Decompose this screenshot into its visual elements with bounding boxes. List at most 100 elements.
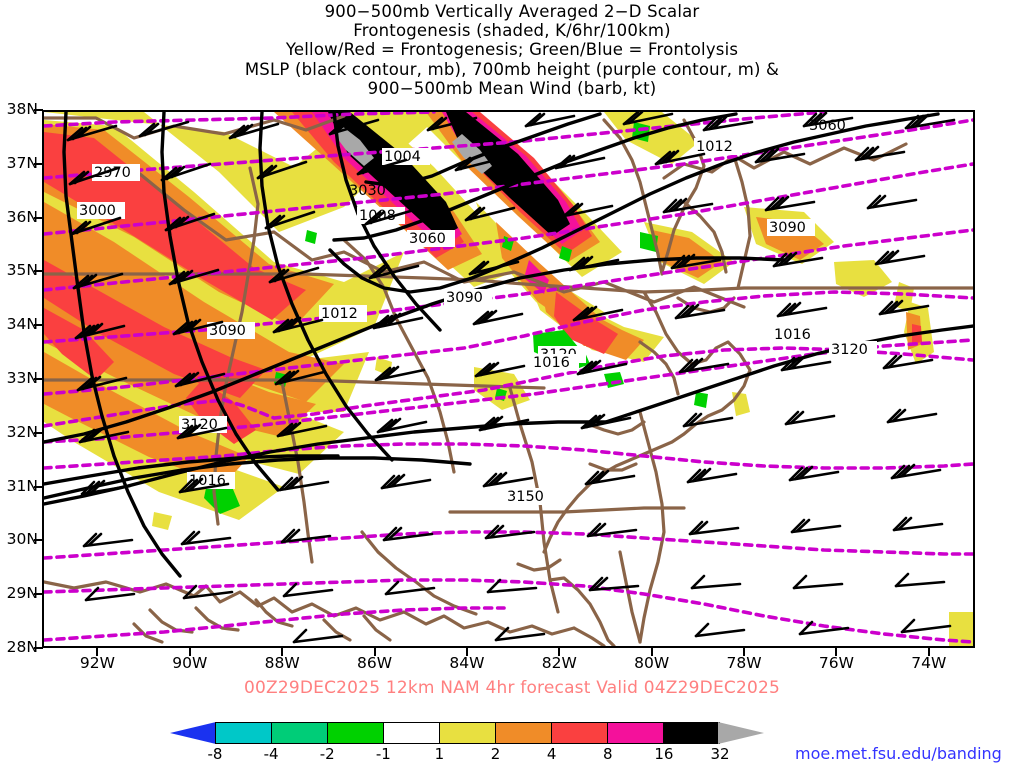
colorbar-segment [664,723,719,743]
lon-tick [558,648,561,656]
frontogenesis-map-svg: 2970 3000 3030 3060 3060 3090 3090 3090 … [44,112,973,646]
lat-tick-label: 32N [6,422,38,441]
wind-barbs [66,112,956,644]
label-1012a: 1012 [319,305,367,322]
label-3030: 3030 [349,183,386,199]
label-3090a: 3090 [207,322,255,339]
colorbar-segments [215,722,720,744]
colorbar-segment [328,723,384,743]
lat-tick [34,324,43,327]
lon-tick-label: 76W [818,654,854,672]
svg-text:1016: 1016 [533,355,570,371]
colorbar-over-arrow [718,722,764,744]
colorbar-under-arrow [170,722,216,744]
lon-tick [743,648,746,656]
lon-tick [188,648,191,656]
svg-text:3060: 3060 [409,231,446,247]
map-plot-area: 2970 3000 3030 3060 3060 3090 3090 3090 … [42,110,975,648]
title-line-3: Yellow/Red = Frontogenesis; Green/Blue =… [285,40,739,60]
title-line-1: 900−500mb Vertically Averaged 2−D Scalar [324,2,700,21]
colorbar-ticks: -8 -4 -2 -1 1 2 4 8 16 32 [208,744,730,764]
lat-tick [34,162,43,165]
colorbar-segment [272,723,328,743]
contour-labels: 2970 3000 3030 3060 3060 3090 3090 3090 … [77,118,877,505]
lat-tick [34,431,43,434]
colorbar-segment [608,723,664,743]
lat-tick-label: 33N [6,369,38,387]
lat-tick-label: 34N [6,315,38,334]
lat-tick-label: 35N [6,261,38,280]
colorbar-segment [496,723,552,743]
lon-tick-label: 82W [541,654,577,672]
svg-text:3150: 3150 [507,489,544,505]
lat-tick [34,216,43,219]
lon-tick [281,648,284,656]
label-1004: 1004 [382,148,430,165]
colorbar-tick-label: 16 [654,745,674,763]
chart-title: 900−500mb Vertically Averaged 2−D Scalar… [0,2,1024,98]
title-line-4: MSLP (black contour, mb), 700mb height (… [244,59,780,79]
lat-tick-label: 31N [6,476,38,495]
lat-tick-label: 36N [6,207,38,226]
label-1016b: 1016 [531,354,579,371]
label-3000: 3000 [77,202,125,219]
lon-tick-label: 80W [634,654,670,672]
colorbar-tick-label: 1 [434,745,445,763]
label-1012b: 1012 [694,138,742,155]
lat-tick-label: 29N [6,584,38,603]
colorbar-segment [440,723,496,743]
colorbar-segment [216,723,272,743]
svg-text:3000: 3000 [79,203,116,219]
forecast-caption: 00Z29DEC2025 12km NAM 4hr forecast Valid… [243,678,781,698]
svg-text:3090: 3090 [209,323,246,339]
attribution-link[interactable]: moe.met.fsu.edu/banding [795,744,1002,763]
label-3150: 3150 [505,488,553,505]
svg-text:1012: 1012 [321,306,358,322]
lat-tick-label: 37N [6,153,38,172]
svg-text:3120: 3120 [831,342,868,358]
lon-tick-label: 90W [172,654,208,672]
label-3060b: 3060 [809,118,846,134]
svg-text:3090: 3090 [769,220,806,236]
label-3090b: 3090 [444,289,492,306]
lat-tick-label: 28N [6,638,38,656]
lat-tick-label: 38N [6,100,38,118]
lon-tick [373,648,376,656]
colorbar-tick-label: 2 [490,745,501,763]
lat-tick-label: 30N [6,530,38,549]
colorbar-tick-label: 8 [602,745,613,763]
colorbar-tick-label: 32 [710,745,730,763]
colorbar-segment [552,723,608,743]
svg-text:1012: 1012 [696,139,733,155]
lon-tick-label: 84W [449,654,485,672]
lat-tick [34,109,43,111]
lon-tick [835,648,838,656]
lat-tick [34,539,43,542]
map-canvas: 2970 3000 3030 3060 3060 3090 3090 3090 … [44,112,973,646]
lon-tick-label: 88W [264,654,300,672]
svg-text:2970: 2970 [94,165,131,181]
lon-tick [927,648,930,656]
svg-text:3090: 3090 [446,290,483,306]
lon-tick-label: 74W [911,654,947,672]
lat-tick [34,593,43,596]
lon-tick [650,648,653,656]
colorbar-segment [384,723,440,743]
colorbar-tick-label: -2 [319,745,335,763]
colorbar-tick-label: -4 [263,745,279,763]
lat-tick [34,270,43,273]
lat-tick [34,378,43,380]
title-line-2: Frontogenesis (shaded, K/6hr/100km) [353,21,671,41]
lon-tick [465,648,468,656]
lat-tick [34,485,43,488]
lon-tick-label: 92W [79,654,115,672]
svg-text:3030: 3030 [349,183,386,199]
svg-text:3060: 3060 [809,118,846,134]
svg-text:1004: 1004 [384,149,421,165]
lat-tick [34,647,43,649]
colorbar-tick-label: -8 [207,745,223,763]
title-line-5: 900−500mb Mean Wind (barb, kt) [367,78,657,98]
label-3090c: 3090 [767,219,815,236]
colorbar-tick-label: -1 [375,745,391,763]
colorbar: -8 -4 -2 -1 1 2 4 8 16 32 [170,722,810,763]
